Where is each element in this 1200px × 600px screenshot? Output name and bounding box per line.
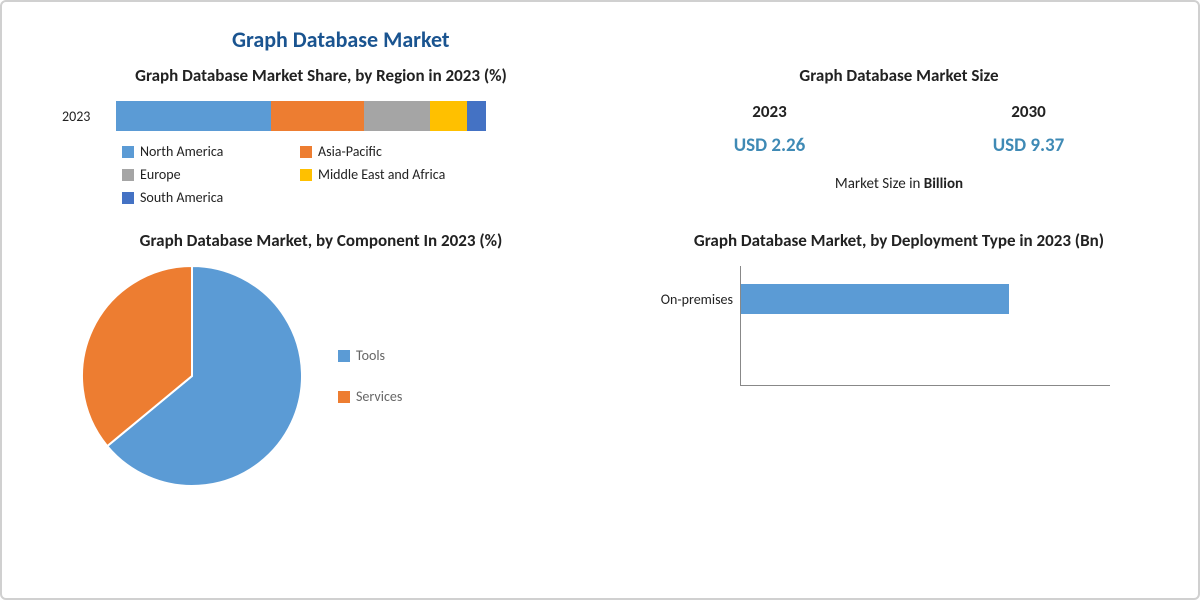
region-share-year-label: 2023 — [62, 108, 104, 125]
legend-swatch-icon — [338, 391, 350, 403]
legend-swatch-icon — [300, 169, 312, 181]
component-pie-title: Graph Database Market, by Component In 2… — [62, 230, 580, 252]
component-pie-panel: Graph Database Market, by Component In 2… — [62, 230, 580, 486]
deployment-bar-label: On-premises — [641, 291, 741, 308]
deployment-bar — [741, 284, 1009, 314]
region-share-segment — [430, 101, 467, 131]
region-share-panel: Graph Database Market Share, by Region i… — [62, 65, 580, 206]
page-title: Graph Database Market — [232, 26, 1198, 53]
legend-item: Asia-Pacific — [300, 143, 450, 160]
legend-item: Services — [338, 388, 488, 405]
market-size-panel: Graph Database Market Size 2023 2030 USD… — [640, 65, 1158, 206]
deployment-bar-row: On-premises — [641, 284, 1111, 314]
legend-item: Middle East and Africa — [300, 166, 450, 183]
market-size-title: Graph Database Market Size — [640, 65, 1158, 87]
region-share-segment — [467, 101, 486, 131]
region-share-legend: North America Asia-Pacific Europe Middle Ea… — [62, 143, 580, 206]
market-size-value-0: USD 2.26 — [734, 134, 806, 157]
legend-label: South America — [140, 189, 223, 206]
legend-label: Services — [356, 388, 402, 405]
deployment-bar-chart: On-premises — [740, 266, 1110, 386]
region-share-stacked-bar — [116, 101, 486, 131]
market-size-years: 2023 2030 — [640, 101, 1158, 122]
market-size-year-0: 2023 — [752, 101, 786, 122]
pie-slice — [107, 266, 302, 486]
legend-item: Europe — [122, 166, 272, 183]
legend-label: North America — [140, 143, 223, 160]
legend-label: Middle East and Africa — [318, 166, 445, 183]
legend-swatch-icon — [122, 192, 134, 204]
region-share-chart: 2023 — [62, 101, 580, 131]
region-share-segment — [116, 101, 271, 131]
market-size-year-1: 2030 — [1011, 101, 1045, 122]
legend-label: Tools — [356, 347, 385, 364]
market-size-caption-prefix: Market Size in — [835, 175, 924, 193]
region-share-title: Graph Database Market Share, by Region i… — [62, 65, 580, 87]
region-share-segment — [271, 101, 364, 131]
legend-label: Asia-Pacific — [318, 143, 382, 160]
market-size-value-1: USD 9.37 — [993, 134, 1065, 157]
deployment-bar-title: Graph Database Market, by Deployment Typ… — [640, 230, 1158, 252]
market-size-values: USD 2.26 USD 9.37 — [640, 134, 1158, 157]
region-share-segment — [364, 101, 431, 131]
component-pie — [82, 266, 302, 486]
legend-swatch-icon — [122, 169, 134, 181]
component-pie-chart: Tools Services — [62, 266, 580, 486]
legend-swatch-icon — [122, 146, 134, 158]
legend-item: North America — [122, 143, 272, 160]
deployment-bar-panel: Graph Database Market, by Deployment Typ… — [640, 230, 1158, 486]
legend-label: Europe — [140, 166, 181, 183]
legend-swatch-icon — [338, 350, 350, 362]
market-size-caption: Market Size in Billion — [640, 175, 1158, 193]
legend-swatch-icon — [300, 146, 312, 158]
legend-item: Tools — [338, 347, 488, 364]
component-pie-legend: Tools Services — [338, 347, 488, 405]
legend-item: South America — [122, 189, 272, 206]
pie-slice — [82, 266, 192, 446]
dashboard-grid: Graph Database Market Share, by Region i… — [2, 65, 1198, 486]
market-size-caption-bold: Billion — [924, 175, 963, 193]
